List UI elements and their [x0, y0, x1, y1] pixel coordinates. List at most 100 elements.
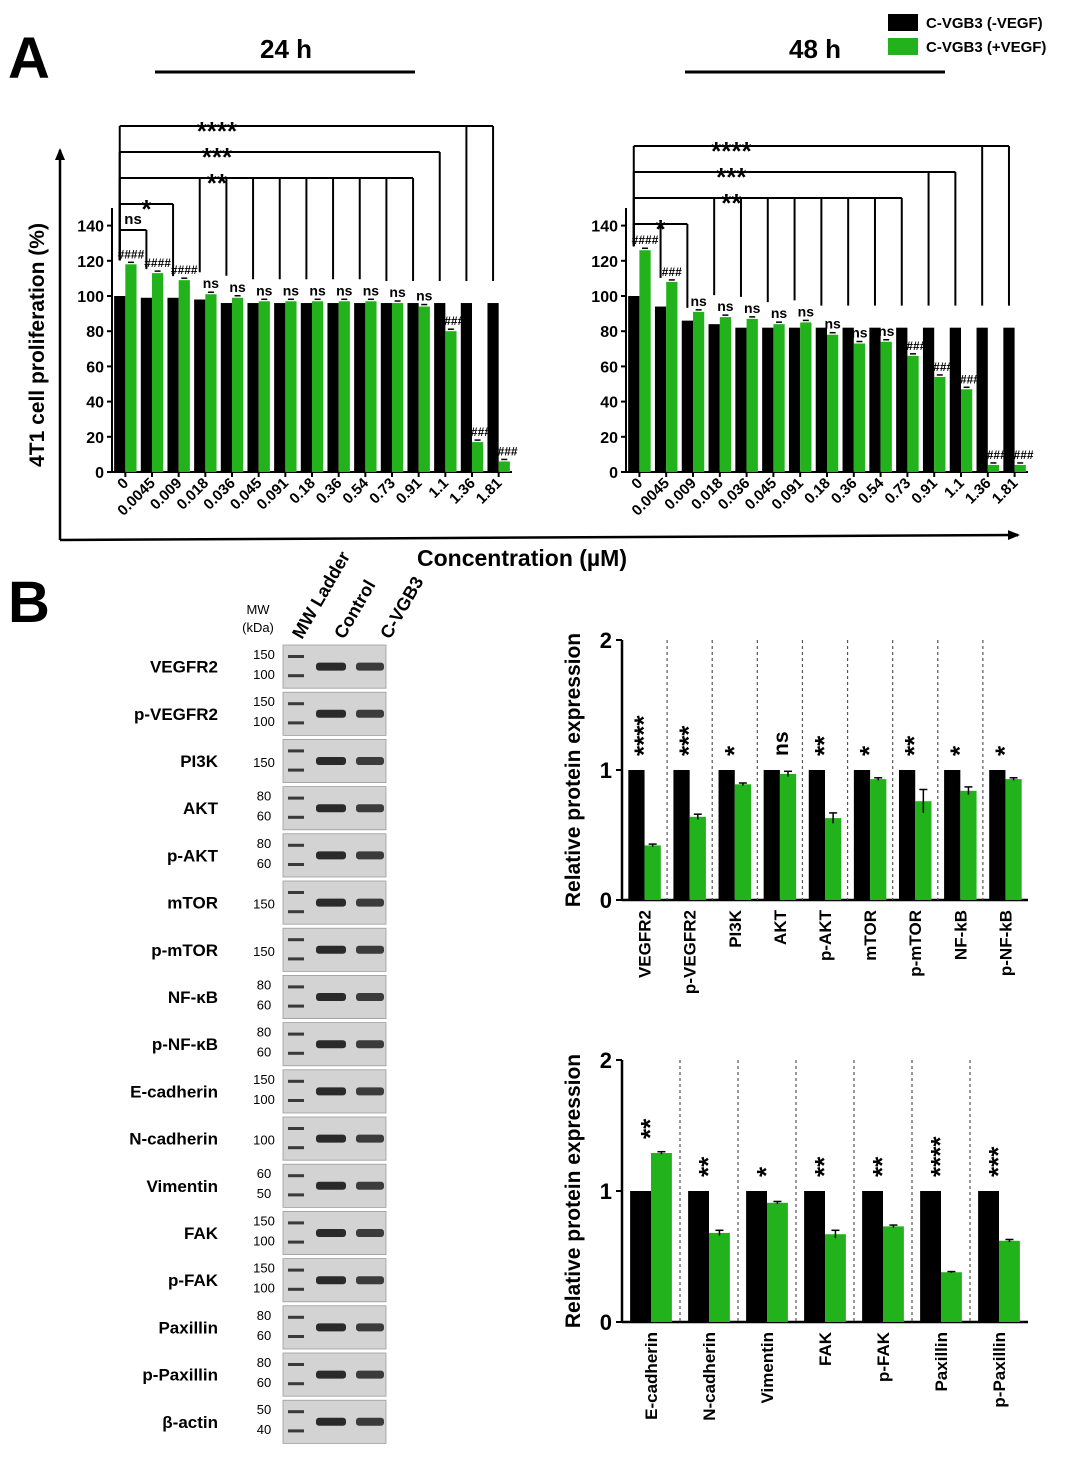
x-tick-label: Vimentin	[758, 1332, 777, 1403]
bar-cvgb3	[709, 1232, 730, 1322]
significance-label: ####	[953, 372, 980, 386]
bar-plus-vegf	[152, 273, 164, 472]
bar-minus-vegf	[976, 327, 988, 472]
band-control	[316, 1323, 346, 1332]
ladder-band	[288, 655, 304, 658]
significance-label: ns	[363, 282, 380, 298]
band-control	[316, 662, 346, 671]
ladder-band	[288, 863, 304, 866]
band-control	[316, 709, 346, 718]
significance-label: ns	[771, 305, 788, 321]
mw-marker: 100	[253, 1092, 275, 1107]
bar-control	[718, 770, 735, 900]
bar-control	[808, 770, 825, 900]
ladder-band	[288, 1221, 304, 1225]
bar-plus-vegf	[472, 442, 484, 472]
band-cvgb3	[356, 1229, 384, 1237]
bar-plus-vegf	[907, 355, 919, 472]
mw-marker: 50	[257, 1402, 271, 1417]
x-tick-label: AKT	[771, 909, 790, 945]
mw-marker: 80	[257, 1355, 271, 1370]
significance-label: ns	[690, 293, 707, 309]
x-tick-label: 0	[114, 475, 132, 493]
ladder-band	[288, 891, 304, 894]
bar-plus-vegf	[827, 334, 839, 472]
ladder-band	[288, 674, 304, 678]
significance-label: ####	[926, 360, 953, 374]
significance-label: **	[635, 1118, 665, 1139]
bar-plus-vegf	[445, 331, 457, 472]
ladder-band	[288, 1315, 304, 1319]
bar-minus-vegf	[167, 297, 179, 472]
western-blot: MW(kDa) MW LadderControlC-VGB3VEGFR215010…	[129, 548, 427, 1444]
significance-label: ns	[389, 284, 406, 300]
bar-plus-vegf	[1014, 464, 1026, 472]
mw-marker: 100	[253, 1233, 275, 1248]
ladder-band	[288, 1032, 304, 1036]
bar-plus-vegf	[961, 389, 973, 472]
y-tick-label: 100	[591, 289, 618, 306]
y-tick-label: 120	[77, 254, 104, 271]
bar-cvgb3	[1005, 779, 1022, 900]
significance-label: **	[899, 735, 929, 756]
ladder-band	[288, 702, 304, 706]
ladder-band	[288, 1127, 304, 1130]
band-control	[316, 1181, 346, 1190]
title-48h: 48 h	[789, 34, 841, 64]
bar-plus-vegf	[987, 464, 1000, 472]
bar-control	[944, 770, 961, 900]
significance-label: ***	[983, 1146, 1013, 1177]
mw-unit: (kDa)	[242, 620, 274, 635]
bracket-label: ***	[202, 142, 233, 172]
ladder-band	[288, 1240, 304, 1244]
significance-label: **	[809, 1156, 839, 1177]
band-control	[316, 1087, 346, 1096]
x-tick-label: 0.36	[828, 475, 861, 508]
bar-control	[920, 1191, 941, 1322]
bar-minus-vegf	[735, 327, 747, 472]
panel-label-b: B	[8, 570, 50, 635]
band-control	[316, 1040, 346, 1049]
significance-label: ****	[925, 1136, 955, 1177]
bar-control	[673, 770, 690, 900]
bar-plus-vegf	[338, 301, 350, 472]
ladder-band	[288, 768, 304, 772]
y-tick-label: 100	[77, 289, 104, 306]
bracket-label: **	[721, 188, 742, 218]
y-tick-label: 20	[600, 430, 618, 447]
band-cvgb3	[356, 993, 384, 1001]
bar-control	[898, 770, 916, 900]
bar-minus-vegf	[815, 327, 827, 472]
blot-row-label: p-mTOR	[151, 941, 218, 960]
bar-control	[628, 770, 645, 900]
ladder-band	[288, 1410, 304, 1414]
blot-row-label: β-actin	[162, 1413, 218, 1432]
mw-marker: 50	[257, 1186, 271, 1201]
x-tick-label: 1.81	[473, 475, 506, 508]
band-control	[316, 1229, 346, 1237]
x-tick-label: 1.36	[446, 475, 479, 508]
significance-label: ns	[203, 275, 220, 291]
bar-minus-vegf	[896, 327, 908, 472]
x-tick-label: p-VEGFR2	[681, 910, 700, 994]
bar-cvgb3	[825, 818, 842, 900]
bar-cvgb3	[767, 1202, 788, 1322]
bar-plus-vegf	[232, 297, 244, 472]
ladder-band	[288, 721, 304, 725]
ladder-band	[288, 1287, 304, 1291]
x-tick-label: 0.73	[366, 475, 399, 508]
band-control	[316, 898, 346, 907]
x-tick-label: p-NF-kB	[996, 910, 1015, 976]
bar-plus-vegf	[178, 280, 190, 472]
bar-minus-vegf	[654, 306, 667, 472]
bar-control	[630, 1191, 651, 1322]
ladder-band	[288, 815, 304, 819]
bar-minus-vegf	[949, 327, 961, 472]
bar-plus-vegf	[693, 311, 705, 472]
mw-marker: 80	[257, 836, 271, 851]
chart-protein-emt: 0 1 2 Relative protein expression ** E-cadher…	[562, 1048, 1028, 1421]
bar-minus-vegf	[1003, 327, 1015, 472]
mw-marker: 150	[253, 1072, 275, 1087]
band-cvgb3	[356, 1134, 384, 1143]
band-control	[316, 1370, 346, 1379]
